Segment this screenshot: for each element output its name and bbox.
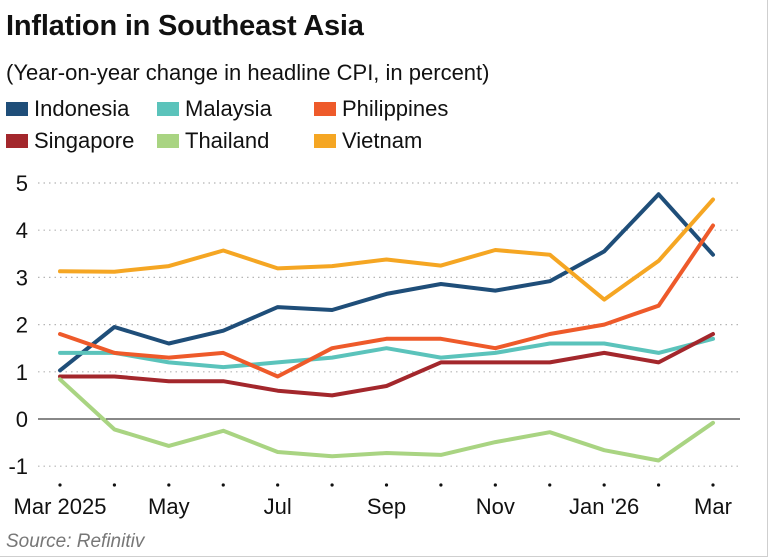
x-tick-mark [384,483,389,487]
legend-item-indonesia: Indonesia [6,96,129,122]
series-line-vietnam [58,197,715,302]
x-tick-label: Mar [694,494,732,519]
y-tick-label-1: 1 [16,360,28,385]
y-tick-label-3: 3 [16,265,28,290]
legend-swatch-indonesia [6,102,28,116]
x-tick-mark [330,483,334,487]
x-tick-mark [493,483,497,487]
series-line-philippines [58,223,715,379]
source-note: Source: Refinitiv [6,531,145,552]
x-tick-mark [656,483,661,487]
x-tick-label: Jan '26 [569,494,639,519]
x-tick-mark [58,483,62,487]
x-tick-mark [439,483,443,487]
legend-label-singapore: Singapore [34,128,135,153]
legend-label-philippines: Philippines [342,96,449,121]
x-tick-label: Sep [367,494,406,519]
x-tick-label: Mar 2025 [14,494,107,519]
legend-label-vietnam: Vietnam [342,128,423,153]
legend-label-indonesia: Indonesia [34,96,130,121]
legend-item-malaysia: Malaysia [157,96,272,122]
x-tick-mark [221,483,225,487]
series-line-malaysia [58,336,715,370]
legend-label-thailand: Thailand [185,128,270,153]
series-line-singapore [58,332,715,398]
x-tick-label: May [148,494,190,519]
series-line-thailand [58,377,715,463]
y-tick-label-0: 0 [16,407,28,432]
legend-item-singapore: Singapore [6,128,134,154]
y-tick-label-2: 2 [16,313,28,338]
x-tick-mark [276,483,280,487]
legend-item-philippines: Philippines [314,96,448,122]
y-tick-label-5: 5 [16,171,28,196]
x-tick-mark [548,483,552,487]
y-tick-label--1: -1 [8,454,28,479]
legend-label-malaysia: Malaysia [185,96,272,121]
legend-swatch-philippines [314,102,336,116]
chart-title: Inflation in Southeast Asia [6,10,364,42]
chart-subtitle: (Year-on-year change in headline CPI, in… [6,60,490,85]
x-tick-mark [167,483,171,487]
legend-item-thailand: Thailand [157,128,269,154]
legend-swatch-singapore [6,134,28,148]
y-tick-label-4: 4 [16,218,28,243]
x-tick-label: Jul [264,494,292,519]
legend-item-vietnam: Vietnam [314,128,422,154]
x-tick-mark [711,483,715,487]
legend-swatch-vietnam [314,134,336,148]
series-line-indonesia [58,192,715,373]
x-tick-mark [602,483,606,487]
x-tick-mark [112,483,117,487]
legend-swatch-malaysia [157,102,179,116]
legend-swatch-thailand [157,134,179,148]
x-tick-label: Nov [476,494,515,519]
